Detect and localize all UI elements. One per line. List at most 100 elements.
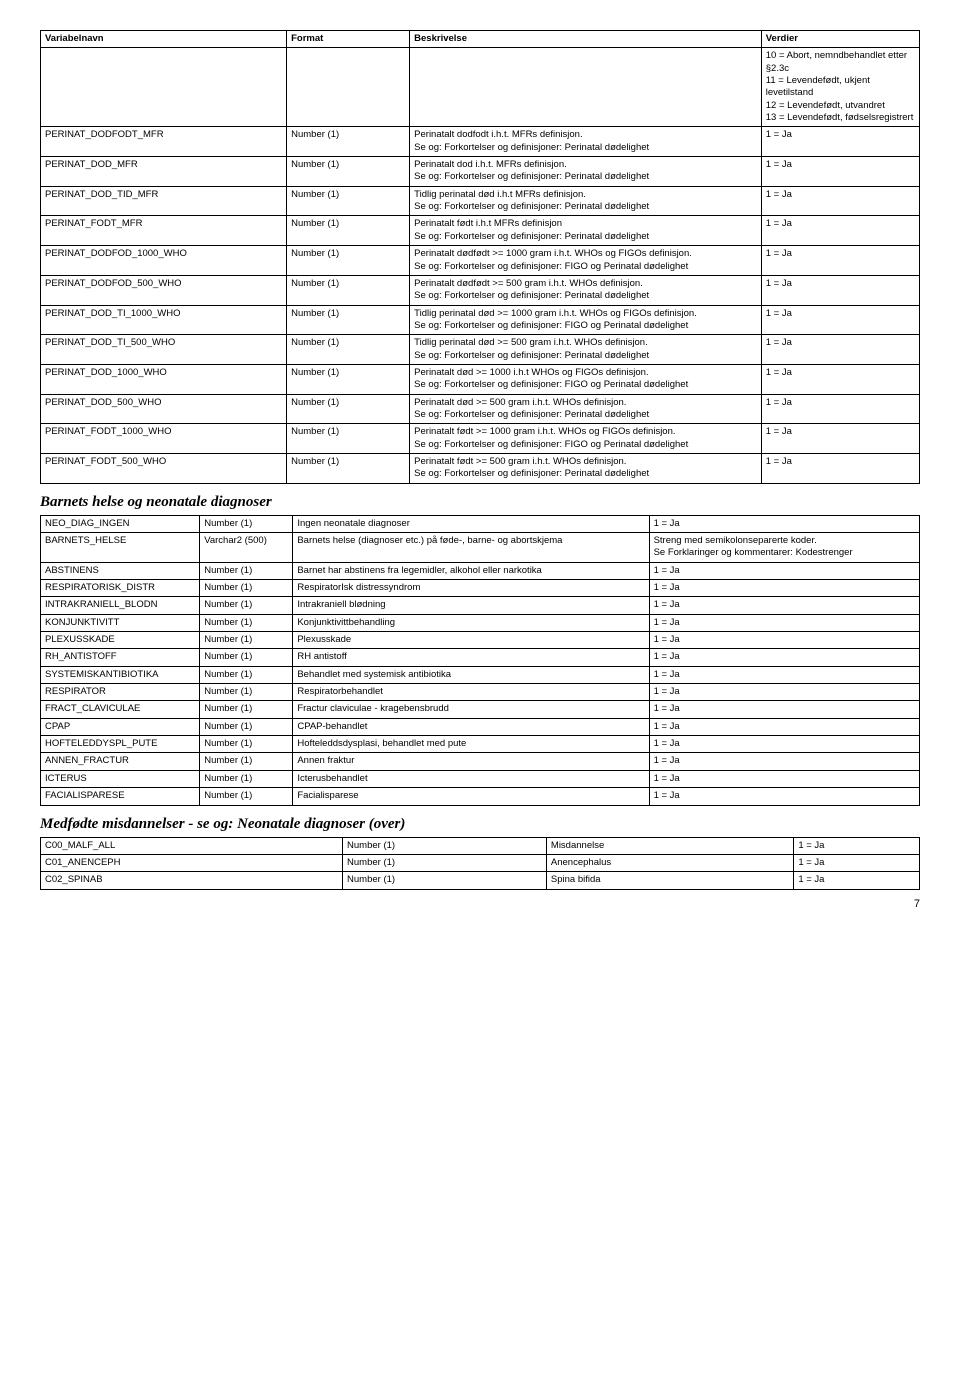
table-cell: INTRAKRANIELL_BLODN bbox=[41, 597, 200, 614]
table-cell bbox=[287, 48, 410, 127]
table-cell: 1 = Ja bbox=[649, 736, 919, 753]
table-cell: Number (1) bbox=[200, 684, 293, 701]
table-cell: Number (1) bbox=[287, 453, 410, 483]
table-cell: KONJUNKTIVITT bbox=[41, 614, 200, 631]
table-cell: Tidlig perinatal død >= 500 gram i.h.t. … bbox=[410, 335, 762, 365]
table-cell: 1 = Ja bbox=[649, 684, 919, 701]
table-cell: FRACT_CLAVICULAE bbox=[41, 701, 200, 718]
table-row: BARNETS_HELSEVarchar2 (500)Barnets helse… bbox=[41, 533, 920, 563]
table-cell: 1 = Ja bbox=[794, 872, 920, 889]
table-cell: RespiratorIsk distressyndrom bbox=[293, 580, 649, 597]
table-cell: Tidlig perinatal død i.h.t MFRs definisj… bbox=[410, 186, 762, 216]
table-cell: Number (1) bbox=[200, 562, 293, 579]
table-cell: C01_ANENCEPH bbox=[41, 854, 343, 871]
table-cell: Perinatalt død >= 500 gram i.h.t. WHOs d… bbox=[410, 394, 762, 424]
table-cell: 1 = Ja bbox=[761, 424, 919, 454]
table-cell: HOFTELEDDYSPL_PUTE bbox=[41, 736, 200, 753]
table-cell: PERINAT_FODT_1000_WHO bbox=[41, 424, 287, 454]
table-cell: 1 = Ja bbox=[761, 246, 919, 276]
table-cell: 1 = Ja bbox=[649, 649, 919, 666]
table-row: RH_ANTISTOFFNumber (1)RH antistoff1 = Ja bbox=[41, 649, 920, 666]
table-cell: Number (1) bbox=[200, 788, 293, 805]
table-cell: PERINAT_DOD_TI_1000_WHO bbox=[41, 305, 287, 335]
table-cell: 1 = Ja bbox=[649, 753, 919, 770]
table-cell: 10 = Abort, nemndbehandlet etter §2.3c11… bbox=[761, 48, 919, 127]
col-verdier: Verdier bbox=[761, 31, 919, 48]
table-cell: Number (1) bbox=[287, 394, 410, 424]
table-cell: Facialisparese bbox=[293, 788, 649, 805]
table-cell: Perinatalt dodfodt i.h.t. MFRs definisjo… bbox=[410, 127, 762, 157]
table-cell: Number (1) bbox=[287, 157, 410, 187]
variables-table-2: NEO_DIAG_INGENNumber (1)Ingen neonatale … bbox=[40, 515, 920, 806]
table-cell: 1 = Ja bbox=[649, 701, 919, 718]
table-row: C01_ANENCEPHNumber (1)Anencephalus1 = Ja bbox=[41, 854, 920, 871]
table-cell: 1 = Ja bbox=[761, 305, 919, 335]
table-row: NEO_DIAG_INGENNumber (1)Ingen neonatale … bbox=[41, 515, 920, 532]
table-cell: ANNEN_FRACTUR bbox=[41, 753, 200, 770]
table-row: PERINAT_DOD_1000_WHONumber (1)Perinatalt… bbox=[41, 364, 920, 394]
table-cell: PERINAT_DOD_1000_WHO bbox=[41, 364, 287, 394]
table-cell: PERINAT_DOD_TI_500_WHO bbox=[41, 335, 287, 365]
table-cell: Konjunktivittbehandling bbox=[293, 614, 649, 631]
table-cell: BARNETS_HELSE bbox=[41, 533, 200, 563]
table-cell: Number (1) bbox=[287, 216, 410, 246]
table-cell: PERINAT_FODT_500_WHO bbox=[41, 453, 287, 483]
table-cell: 1 = Ja bbox=[649, 597, 919, 614]
table-cell: PERINAT_DODFODT_MFR bbox=[41, 127, 287, 157]
table-cell: NEO_DIAG_INGEN bbox=[41, 515, 200, 532]
table-cell: PERINAT_DODFOD_500_WHO bbox=[41, 275, 287, 305]
table-cell: Perinatalt dod i.h.t. MFRs definisjon.Se… bbox=[410, 157, 762, 187]
table-row: PERINAT_FODT_MFRNumber (1)Perinatalt fød… bbox=[41, 216, 920, 246]
table-row: ANNEN_FRACTURNumber (1)Annen fraktur1 = … bbox=[41, 753, 920, 770]
table-cell: 1 = Ja bbox=[761, 335, 919, 365]
table-cell: Number (1) bbox=[200, 649, 293, 666]
table-cell: 1 = Ja bbox=[649, 788, 919, 805]
table-row: C02_SPINABNumber (1)Spina bifida1 = Ja bbox=[41, 872, 920, 889]
table-cell: 1 = Ja bbox=[761, 186, 919, 216]
table-cell: 1 = Ja bbox=[649, 666, 919, 683]
table-cell: 1 = Ja bbox=[649, 770, 919, 787]
table-cell: RH antistoff bbox=[293, 649, 649, 666]
table-cell: Number (1) bbox=[343, 837, 547, 854]
table-row: RESPIRATORISK_DISTRNumber (1)RespiratorI… bbox=[41, 580, 920, 597]
table-cell: 1 = Ja bbox=[761, 453, 919, 483]
table-row: RESPIRATORNumber (1)Respiratorbehandlet1… bbox=[41, 684, 920, 701]
table-cell: Number (1) bbox=[200, 515, 293, 532]
col-beskrivelse: Beskrivelse bbox=[410, 31, 762, 48]
table-row: PLEXUSSKADENumber (1)Plexusskade1 = Ja bbox=[41, 632, 920, 649]
table-cell: 1 = Ja bbox=[794, 854, 920, 871]
variables-table-3: C00_MALF_ALLNumber (1)Misdannelse1 = JaC… bbox=[40, 837, 920, 890]
table-cell: Behandlet med systemisk antibiotika bbox=[293, 666, 649, 683]
table-cell: 1 = Ja bbox=[649, 515, 919, 532]
table-row: PERINAT_FODT_500_WHONumber (1)Perinatalt… bbox=[41, 453, 920, 483]
table-cell: 1 = Ja bbox=[761, 157, 919, 187]
table-cell: Perinatalt dødfødt >= 500 gram i.h.t. WH… bbox=[410, 275, 762, 305]
table-row: FRACT_CLAVICULAENumber (1)Fractur clavic… bbox=[41, 701, 920, 718]
section-title-misdannelser: Medfødte misdannelser - se og: Neonatale… bbox=[40, 816, 920, 833]
table-cell: Varchar2 (500) bbox=[200, 533, 293, 563]
table-row: ICTERUSNumber (1)Icterusbehandlet1 = Ja bbox=[41, 770, 920, 787]
table-cell: 1 = Ja bbox=[649, 562, 919, 579]
table-cell: 1 = Ja bbox=[649, 632, 919, 649]
table-cell: Number (1) bbox=[287, 335, 410, 365]
table-cell: Number (1) bbox=[200, 580, 293, 597]
table-cell: C00_MALF_ALL bbox=[41, 837, 343, 854]
table-row: PERINAT_DOD_MFRNumber (1)Perinatalt dod … bbox=[41, 157, 920, 187]
table-cell: Number (1) bbox=[343, 854, 547, 871]
table-cell: Plexusskade bbox=[293, 632, 649, 649]
section-title-barnets-helse: Barnets helse og neonatale diagnoser bbox=[40, 494, 920, 511]
table-cell: Number (1) bbox=[200, 597, 293, 614]
table-cell: Hofteleddsdysplasi, behandlet med pute bbox=[293, 736, 649, 753]
table-cell: 1 = Ja bbox=[649, 580, 919, 597]
table-cell: Streng med semikolonseparerte koder.Se F… bbox=[649, 533, 919, 563]
table-cell: Tidlig perinatal død >= 1000 gram i.h.t.… bbox=[410, 305, 762, 335]
table-cell: RESPIRATOR bbox=[41, 684, 200, 701]
table-cell: Perinatalt født >= 500 gram i.h.t. WHOs … bbox=[410, 453, 762, 483]
table-cell: Number (1) bbox=[287, 305, 410, 335]
table-cell: Number (1) bbox=[287, 127, 410, 157]
table-row: C00_MALF_ALLNumber (1)Misdannelse1 = Ja bbox=[41, 837, 920, 854]
table-cell: Icterusbehandlet bbox=[293, 770, 649, 787]
table-cell: Misdannelse bbox=[546, 837, 793, 854]
table-cell: PERINAT_DODFOD_1000_WHO bbox=[41, 246, 287, 276]
table-cell: 1 = Ja bbox=[649, 718, 919, 735]
